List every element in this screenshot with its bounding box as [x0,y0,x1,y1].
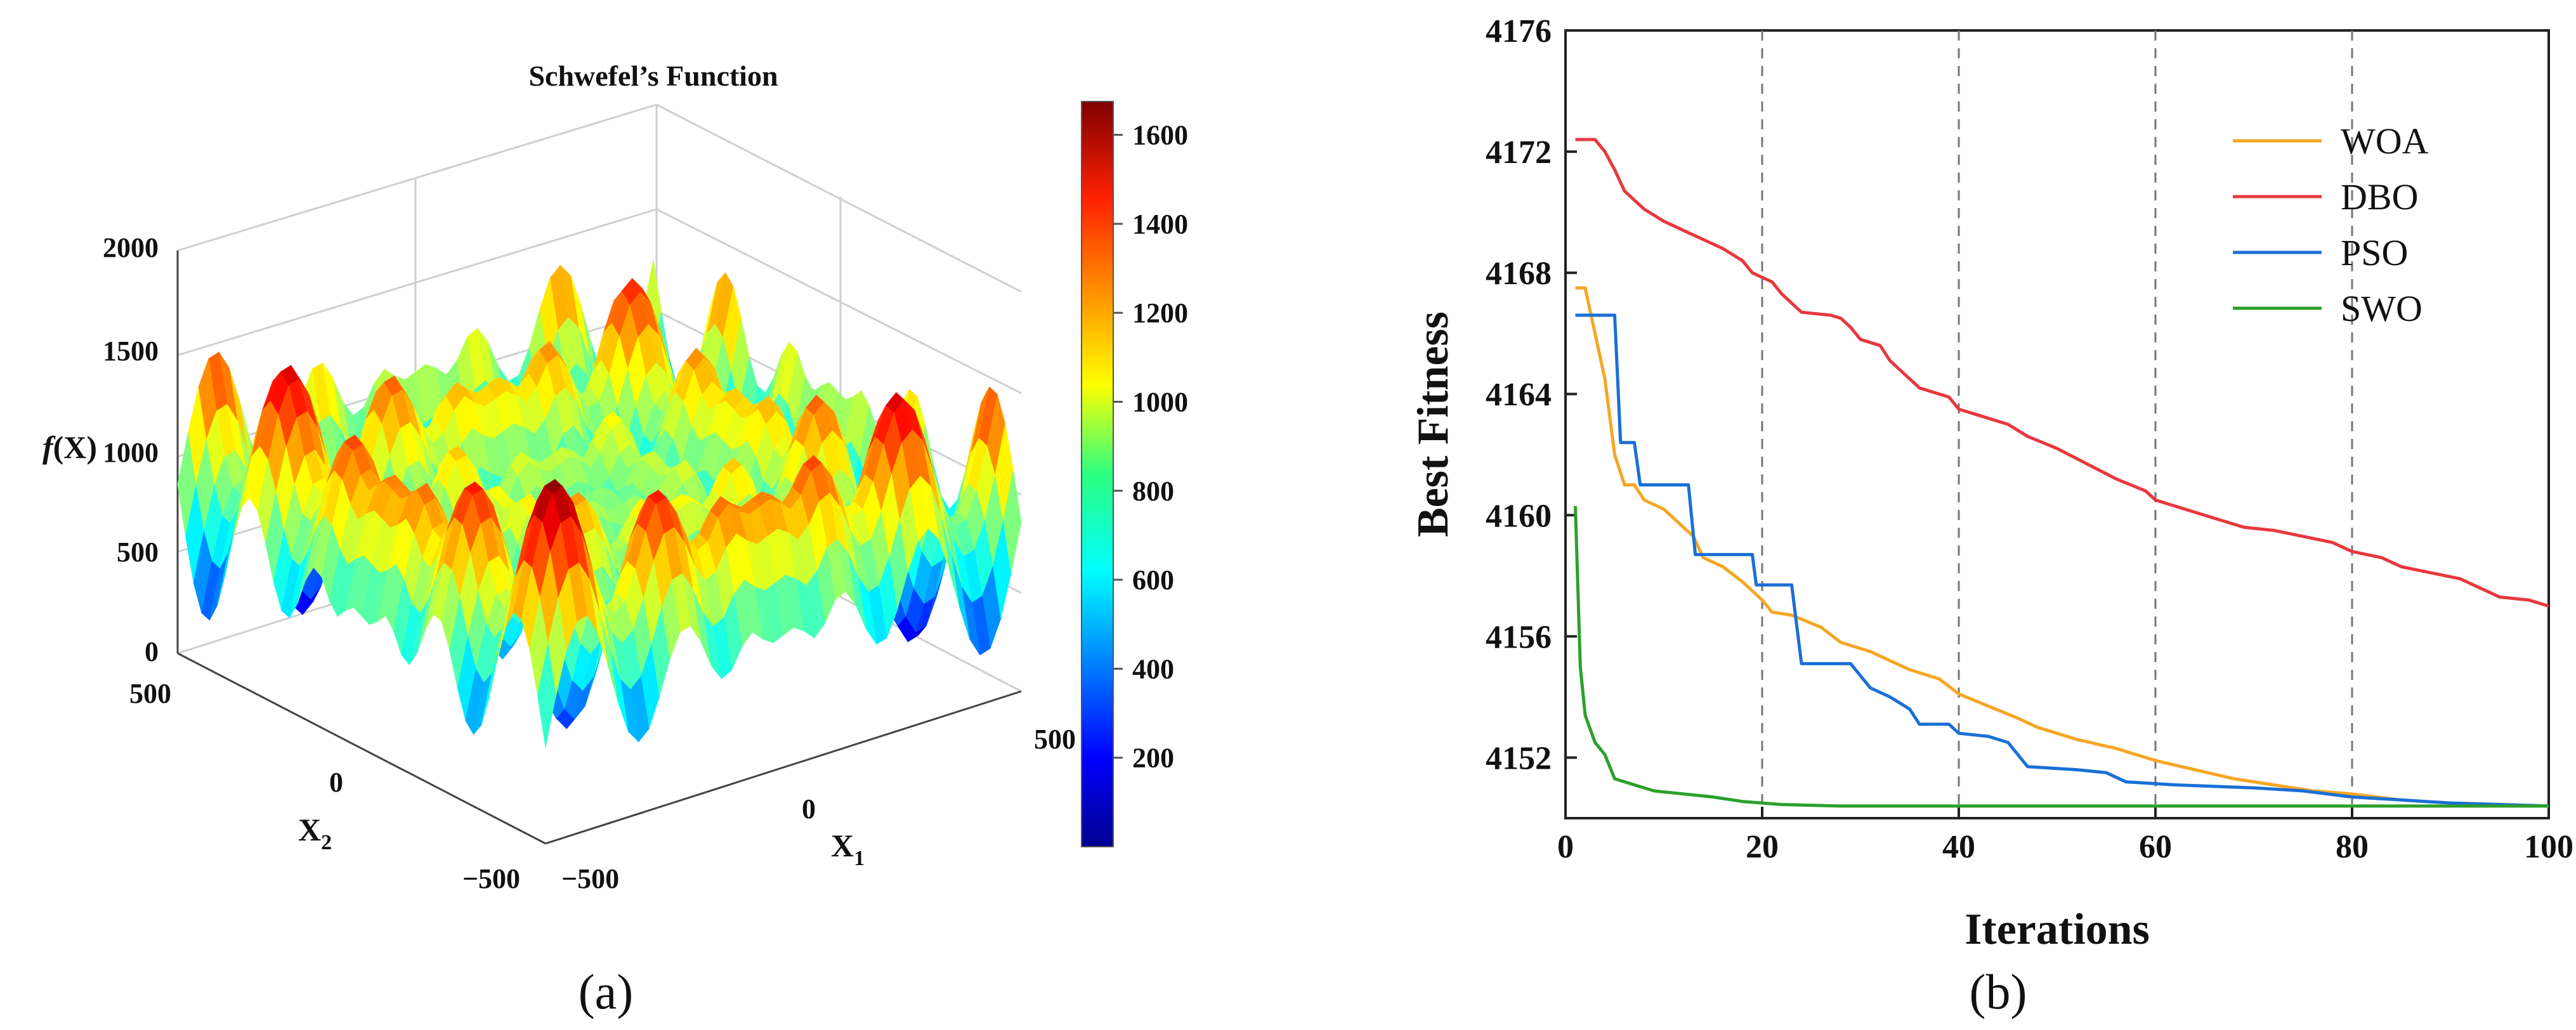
panel-a-label: (a) [579,964,634,1019]
z-tick-1500: 1500 [103,336,159,367]
x-tick-label: 0 [1557,829,1574,865]
x-ticks: 0 20 40 60 80 100 [1557,807,2573,865]
x2-tick-neg500: −500 [462,863,520,894]
series-woa-line [1575,286,2549,808]
legend-label-woa: WOA [2341,121,2429,162]
x-tick-label: 60 [2139,829,2172,865]
colorbar-tick-label: 600 [1132,564,1174,596]
x2-tick-0: 0 [329,767,343,798]
z-tick-0: 0 [145,636,159,667]
colorbar [1081,101,1114,847]
legend-label-pso: PSO [2341,232,2408,273]
colorbar-tick-label: 1200 [1132,297,1188,329]
x1-tick-0: 0 [802,793,816,825]
colorbar-ticks: 200 400 600 800 1000 1200 1400 1600 [1113,120,1188,774]
z-tick-1000: 1000 [103,437,159,468]
y-tick-label: 4176 [1486,13,1552,49]
colorbar-tick-label: 1000 [1132,387,1188,418]
x1-tick-500: 500 [1034,724,1076,755]
x-axis-label: Iterations [1965,905,2150,954]
legend: WOA DBO PSO SWO [2233,121,2429,329]
z-tick-2000: 2000 [103,232,159,263]
z-tick-500: 500 [117,537,159,568]
legend-label-swo: SWO [2341,288,2422,329]
x-tick-label: 20 [1746,829,1779,865]
y-ticks: 4152 4156 4160 4164 4168 4172 4176 [1486,13,1577,776]
y-tick-label: 4152 [1486,740,1552,776]
series-dbo-line [1575,138,2549,608]
x2-axis-label: X2 [298,812,332,854]
x1-axis-label: X1 [831,828,865,870]
x-tick-label: 40 [1942,829,1975,865]
x1-tick-neg500: −500 [561,863,619,894]
colorbar-tick-label: 400 [1132,653,1174,684]
z-axis-label: f(X) [42,429,97,465]
y-tick-label: 4160 [1486,498,1552,534]
y-tick-label: 4172 [1486,134,1552,171]
axes-front [176,251,1022,845]
colorbar-tick-label: 1600 [1132,120,1188,151]
x-tick-label: 100 [2524,829,2573,865]
y-axis-label: Best Fitness [1409,311,1458,537]
y-tick-label: 4156 [1486,619,1552,655]
y-tick-label: 4168 [1486,256,1552,292]
schwefel-surface [177,259,1022,748]
surface-patch [537,644,556,748]
x2-tick-500: 500 [129,678,171,709]
panel-b-label: (b) [1970,964,2027,1019]
colorbar-tick-label: 200 [1132,743,1174,774]
legend-label-dbo: DBO [2341,176,2418,218]
vertical-gridlines [1761,30,2353,818]
plot-frame [1564,29,2550,819]
colorbar-tick-label: 800 [1132,476,1174,507]
surface-title: Schwefel’s Function [528,60,778,92]
series-swo-line [1574,505,2549,808]
series-pso-line [1575,313,2549,808]
series-lines [1574,138,2549,808]
x-tick-label: 80 [2336,829,2369,865]
convergence-chart: 0 20 40 60 80 100 4152 4156 4160 4164 4168 4172 417… [1409,13,2573,1019]
surface-plot: Schwefel’s Function 0 500 1000 [42,60,1188,1019]
y-tick-label: 4164 [1486,377,1552,413]
colorbar-tick-label: 1400 [1132,209,1188,240]
